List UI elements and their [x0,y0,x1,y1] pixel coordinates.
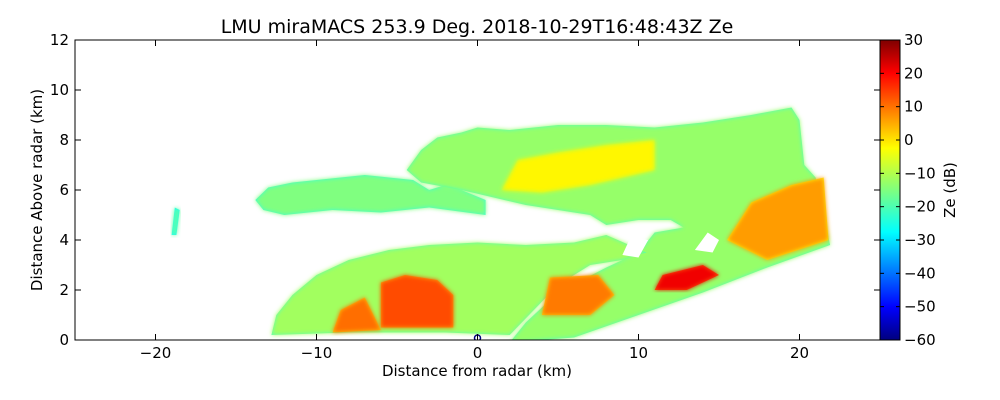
echo-region-core-bright-band [654,265,719,290]
plot-area [171,107,831,340]
colorbar-bar [879,39,901,341]
chart-title: LMU miraMACS 253.9 Deg. 2018-10-29T16:48… [221,16,734,38]
echo-region-core-upper-mid [501,140,655,193]
colorbar-tick-label: 10 [904,98,923,116]
echo-region-fill [380,275,454,328]
echo-region-fill [406,107,831,340]
echo-region-fill [171,207,180,235]
colorbar-tick-label: 30 [904,31,923,49]
colorbar: 30 20 10 0 −10 −20 −30 −40 −50 −60 Ze (dB) [879,31,959,349]
colorbar-ticks: 30 20 10 0 −10 −20 −30 −40 −50 −60 [880,31,936,349]
echo-region-upper-layer-main [406,107,831,340]
x-axis-label: Distance from radar (km) [382,362,572,380]
y-tick-label: 12 [50,31,69,49]
echo-gap [622,237,649,258]
echo-region-core-upper-right [727,177,829,260]
x-tick-label: 20 [790,344,809,362]
y-tick-label: 10 [50,81,69,99]
echo-region-core-lower-center [332,297,381,333]
x-tick-label: 0 [473,344,483,362]
colorbar-tick-label: −40 [904,264,936,282]
x-tick-label: −20 [140,344,172,362]
y-axis: 0 2 4 6 8 10 12 [50,31,880,349]
echo-gap [694,232,719,253]
colorbar-label: Ze (dB) [941,162,959,218]
x-tick-label: −10 [301,344,333,362]
x-tick-label: 10 [629,344,648,362]
echo-region-core-lower-left [380,275,454,328]
y-tick-label: 0 [59,331,69,349]
y-tick-label: 6 [59,181,69,199]
colorbar-tick-label: −20 [904,198,936,216]
reflectivity-field [171,107,831,340]
echo-region-core-lower-right [541,275,615,315]
echo-region-fill [255,175,486,215]
echo-region-fill [332,297,381,333]
echo-region-upper-layer-left-tail [255,175,486,215]
x-axis: −20 −10 0 10 20 [140,40,809,362]
y-tick-label: 2 [59,281,69,299]
colorbar-tick-label: 20 [904,64,923,82]
colorbar-tick-label: −50 [904,298,936,316]
y-tick-label: 8 [59,131,69,149]
colorbar-tick-label: −60 [904,331,936,349]
echo-region-fill [541,275,615,315]
y-tick-label: 4 [59,231,69,249]
colorbar-tick-label: −10 [904,164,936,182]
colorbar-tick-label: −30 [904,231,936,249]
echo-region-fill [501,140,655,193]
colorbar-tick-label: 0 [904,131,914,149]
echo-region-fill [727,177,829,260]
echo-region-isolated-echo [171,207,180,235]
echo-region-fill [654,265,719,290]
y-axis-label: Distance Above radar (km) [28,89,46,291]
